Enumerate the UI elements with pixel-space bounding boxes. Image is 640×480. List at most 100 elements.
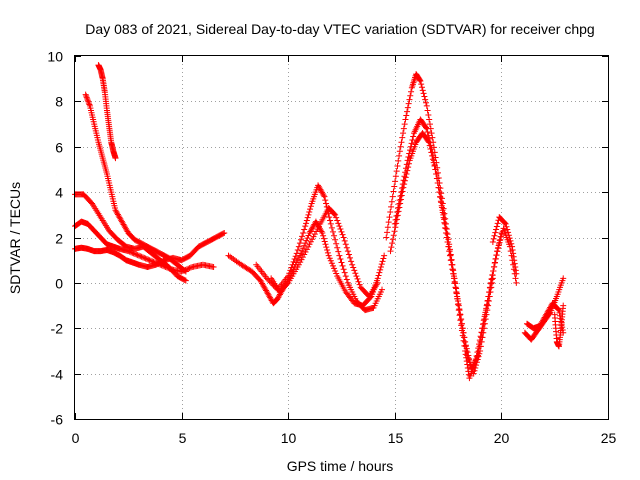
data-point-interp [307, 238, 314, 245]
data-point-interp [490, 267, 497, 274]
data-point-interp [296, 240, 303, 247]
x-tick-label: 25 [601, 430, 617, 446]
data-point-interp [452, 280, 459, 287]
data-point [146, 257, 153, 264]
data-point-interp [301, 242, 308, 249]
data-point-interp [305, 243, 312, 250]
data-point-interp [299, 247, 306, 254]
data-point-interp [303, 220, 310, 227]
data-point-interp [341, 237, 348, 244]
data-point-interp [335, 220, 342, 227]
data-point-interp [442, 225, 449, 232]
data-point [489, 239, 496, 246]
data-point-interp [503, 223, 510, 230]
data-point [302, 223, 309, 230]
data-point-interp [497, 236, 504, 243]
data-point-interp [384, 224, 391, 231]
data-point-interp [509, 246, 516, 253]
data-point [555, 307, 562, 314]
data-point-interp [506, 235, 513, 242]
data-point-interp [419, 87, 426, 94]
data-point-interp [329, 228, 336, 235]
x-tick-label: 15 [388, 430, 404, 446]
data-point-interp [385, 219, 392, 226]
series-arc-9 [383, 71, 505, 382]
data-point-interp [496, 239, 503, 246]
data-point-interp [404, 108, 411, 115]
data-point-interp [489, 271, 496, 278]
data-points [72, 62, 567, 382]
data-point-interp [341, 269, 348, 276]
data-point-interp [449, 261, 456, 268]
data-point-interp [405, 164, 412, 171]
data-point-interp [488, 275, 495, 282]
data-point-interp [375, 272, 382, 279]
data-point-interp [397, 200, 404, 207]
data-point [112, 155, 119, 162]
data-point-interp [393, 168, 400, 175]
data-point-interp [342, 241, 349, 248]
data-point-interp [454, 295, 461, 302]
data-point-interp [333, 240, 340, 247]
data-point-interp [437, 198, 444, 205]
data-point [379, 286, 386, 293]
data-point-interp [320, 192, 327, 199]
data-point-interp [322, 241, 329, 248]
data-point-interp [398, 139, 405, 146]
data-point-interp [333, 270, 340, 277]
data-point-interp [305, 232, 312, 239]
data-point-interp [401, 121, 408, 128]
data-point-interp [429, 134, 436, 141]
data-point-interp [427, 146, 434, 153]
data-point-interp [331, 232, 338, 239]
data-point-interp [307, 203, 314, 210]
data-point [457, 316, 464, 323]
data-point-interp [410, 133, 417, 140]
data-point [381, 252, 388, 259]
data-point-interp [393, 220, 400, 227]
data-point-interp [328, 224, 335, 231]
series-arc-3 [72, 191, 189, 284]
data-point-interp [299, 254, 306, 261]
data-point-interp [352, 270, 359, 277]
data-point-interp [332, 236, 339, 243]
data-point-interp [395, 157, 402, 164]
data-point-interp [326, 214, 333, 221]
data-point-interp [347, 254, 354, 261]
data-point-interp [295, 243, 302, 250]
data-point-interp [340, 266, 347, 273]
data-point-interp [439, 207, 446, 214]
data-point-interp [297, 259, 304, 266]
data-point-interp [463, 347, 470, 354]
data-point-interp [441, 216, 448, 223]
data-point [327, 220, 334, 227]
data-point-interp [384, 229, 391, 236]
data-point [336, 252, 343, 259]
data-point-interp [153, 260, 160, 267]
data-point-interp [301, 226, 308, 233]
data-point-interp [355, 278, 362, 285]
y-tick-label: 2 [55, 231, 63, 247]
data-point-interp [350, 264, 357, 271]
data-point-interp [494, 245, 501, 252]
data-point-interp [187, 264, 194, 271]
data-point-interp [337, 225, 344, 232]
data-point-interp [555, 306, 562, 313]
data-point-interp [445, 243, 452, 250]
data-point-interp [399, 134, 406, 141]
data-point-interp [149, 258, 156, 265]
data-point-interp [181, 267, 188, 274]
data-point-interp [397, 143, 404, 150]
data-point [502, 220, 509, 227]
data-point-interp [396, 204, 403, 211]
data-point-interp [324, 246, 331, 253]
data-point-interp [133, 251, 140, 258]
data-point-interp [145, 256, 152, 263]
data-point-interp [420, 90, 427, 97]
grid [75, 56, 608, 419]
data-point-interp [453, 290, 460, 297]
data-point-interp [443, 229, 450, 236]
data-point-interp [485, 298, 492, 305]
y-tick-label: 8 [55, 94, 63, 110]
